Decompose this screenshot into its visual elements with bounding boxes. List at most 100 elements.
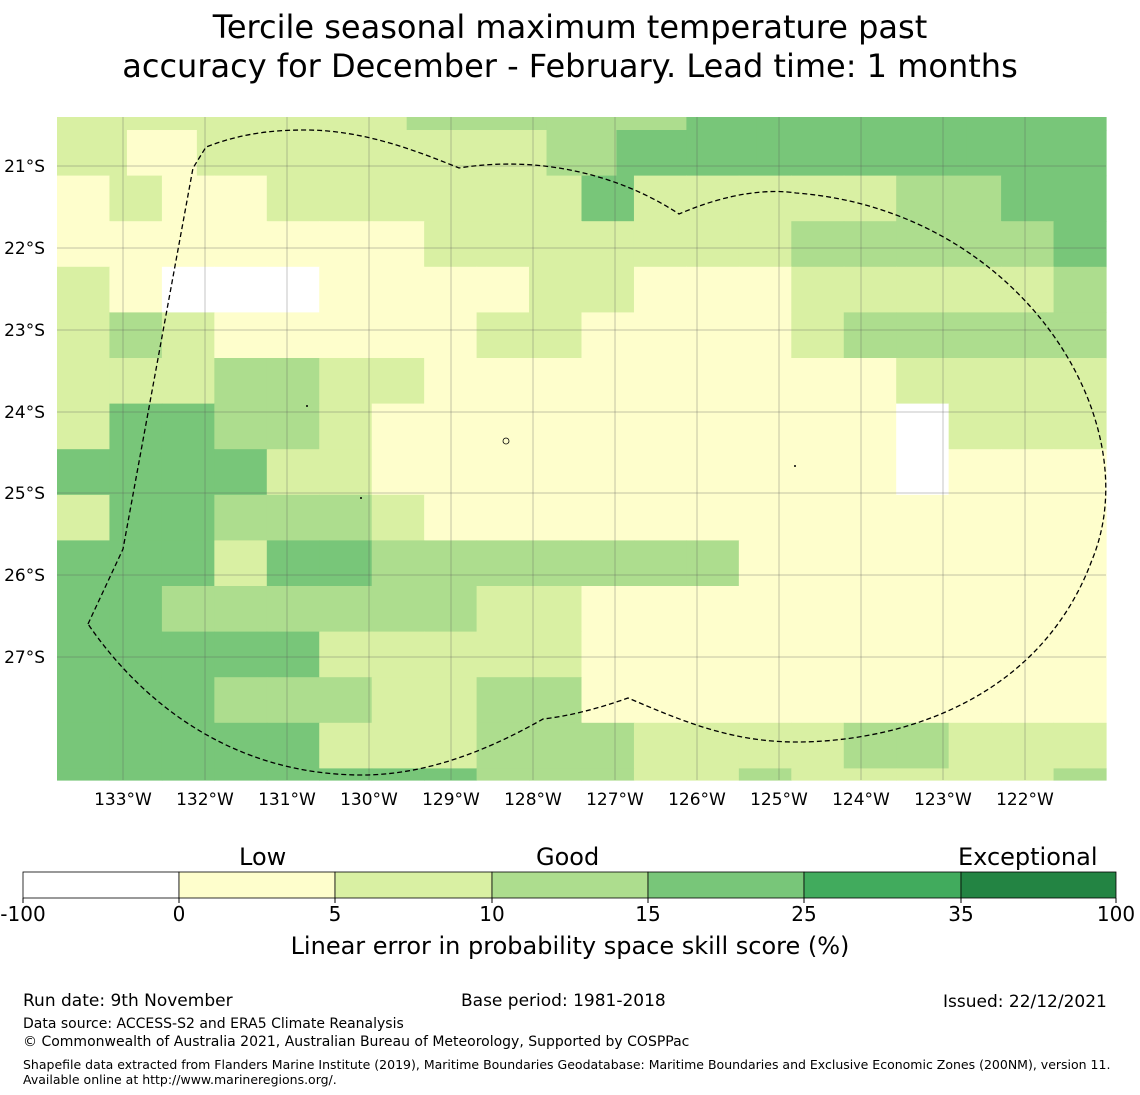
lon-tick-label: 130°W bbox=[340, 790, 398, 810]
data-source: Data source: ACCESS-S2 and ERA5 Climate … bbox=[23, 1016, 404, 1032]
chart-title-line2: accuracy for December - February. Lead t… bbox=[122, 47, 1018, 85]
map-cell bbox=[1053, 175, 1107, 222]
map-cell bbox=[686, 175, 740, 222]
map-cell bbox=[109, 631, 163, 678]
map-cell bbox=[424, 631, 478, 678]
map-cell bbox=[896, 494, 950, 541]
map-cell bbox=[529, 358, 583, 405]
lon-tick-label: 129°W bbox=[422, 790, 480, 810]
map-cell bbox=[791, 768, 845, 781]
map-cell bbox=[738, 403, 792, 450]
colorbar-segment bbox=[178, 871, 336, 899]
map-cell bbox=[476, 631, 530, 678]
colorbar-tick: 10 bbox=[479, 902, 505, 926]
map-cell bbox=[896, 266, 950, 313]
map-cell bbox=[948, 312, 1002, 359]
map-cell bbox=[686, 358, 740, 405]
island-marks bbox=[306, 405, 796, 499]
map-cell bbox=[791, 358, 845, 405]
map-cell bbox=[161, 175, 215, 222]
shapefile-credit: Shapefile data extracted from Flanders M… bbox=[23, 1057, 1111, 1087]
map-cell bbox=[738, 631, 792, 678]
map-cell bbox=[843, 768, 897, 781]
map-cell bbox=[791, 677, 845, 724]
map-cell bbox=[214, 403, 268, 450]
map-cell bbox=[948, 494, 1002, 541]
map-cell bbox=[581, 403, 635, 450]
map-cell bbox=[424, 403, 478, 450]
lon-tick-label: 126°W bbox=[668, 790, 726, 810]
colorbar-tick: -100 bbox=[0, 902, 46, 926]
colorbar-tick: 15 bbox=[635, 902, 661, 926]
map-cell bbox=[843, 722, 897, 769]
map-gridlines bbox=[57, 117, 1106, 780]
map-cell bbox=[1001, 677, 1055, 724]
map-cell bbox=[196, 117, 268, 131]
map-cell bbox=[1053, 312, 1107, 359]
map-cell bbox=[336, 117, 408, 131]
lat-tick-label: 23°S bbox=[4, 321, 45, 341]
map-cell bbox=[581, 540, 635, 587]
map-cell bbox=[214, 494, 268, 541]
map-cell bbox=[896, 403, 950, 450]
map-cell bbox=[791, 494, 845, 541]
map-cell bbox=[406, 130, 478, 177]
map-cell bbox=[214, 540, 268, 587]
map-cell bbox=[109, 540, 163, 587]
map-cell bbox=[126, 130, 198, 177]
map-cell bbox=[686, 403, 740, 450]
map-cell bbox=[476, 768, 530, 781]
latitude-labels: 21°S 22°S 23°S 24°S 25°S 26°S 27°S bbox=[4, 157, 45, 668]
map-cell bbox=[476, 175, 530, 222]
map-cell bbox=[371, 540, 425, 587]
map-cell bbox=[371, 403, 425, 450]
map-cell bbox=[57, 722, 111, 769]
map-cell bbox=[476, 722, 530, 769]
map-cell bbox=[1036, 117, 1107, 131]
map-cell bbox=[214, 722, 268, 769]
map-cell bbox=[738, 722, 792, 769]
chart-title-line1: Tercile seasonal maximum temperature pas… bbox=[212, 8, 928, 46]
map-cell bbox=[896, 586, 950, 633]
map-cell bbox=[686, 677, 740, 724]
map-cell bbox=[633, 494, 687, 541]
map-cell bbox=[371, 221, 425, 268]
map-cell bbox=[896, 631, 950, 678]
map-cell bbox=[424, 449, 478, 496]
map-cell bbox=[529, 631, 583, 678]
map-cell bbox=[529, 312, 583, 359]
lon-tick-label: 122°W bbox=[996, 790, 1054, 810]
map-cell bbox=[791, 540, 845, 587]
map-cell bbox=[633, 586, 687, 633]
map-cell bbox=[214, 312, 268, 359]
map-cell bbox=[843, 540, 897, 587]
map-cell bbox=[266, 768, 320, 781]
map-cell bbox=[266, 221, 320, 268]
base-period: Base period: 1981-2018 bbox=[461, 991, 666, 1011]
map-cell bbox=[791, 266, 845, 313]
map-cell bbox=[214, 358, 268, 405]
map-cell bbox=[319, 586, 373, 633]
map-cell bbox=[896, 722, 950, 769]
map-cell bbox=[266, 586, 320, 633]
map-cell bbox=[161, 540, 215, 587]
map-cell bbox=[1053, 768, 1107, 781]
lon-tick-label: 125°W bbox=[750, 790, 808, 810]
map-cell bbox=[476, 403, 530, 450]
map-cell bbox=[109, 312, 163, 359]
map-cell bbox=[424, 586, 478, 633]
map-cell bbox=[843, 221, 897, 268]
map-cell bbox=[424, 312, 478, 359]
map-cell bbox=[319, 221, 373, 268]
map-cell bbox=[406, 117, 478, 131]
map-cell bbox=[214, 631, 268, 678]
map-cell bbox=[1053, 494, 1107, 541]
colorbar-label-low: Low bbox=[239, 843, 287, 871]
map-cell bbox=[57, 449, 111, 496]
map-cell bbox=[57, 266, 111, 313]
map-cell bbox=[371, 312, 425, 359]
map-cell bbox=[843, 631, 897, 678]
colorbar-tick: 5 bbox=[328, 902, 342, 926]
colorbar-tick: 25 bbox=[791, 902, 817, 926]
map-cell bbox=[738, 494, 792, 541]
